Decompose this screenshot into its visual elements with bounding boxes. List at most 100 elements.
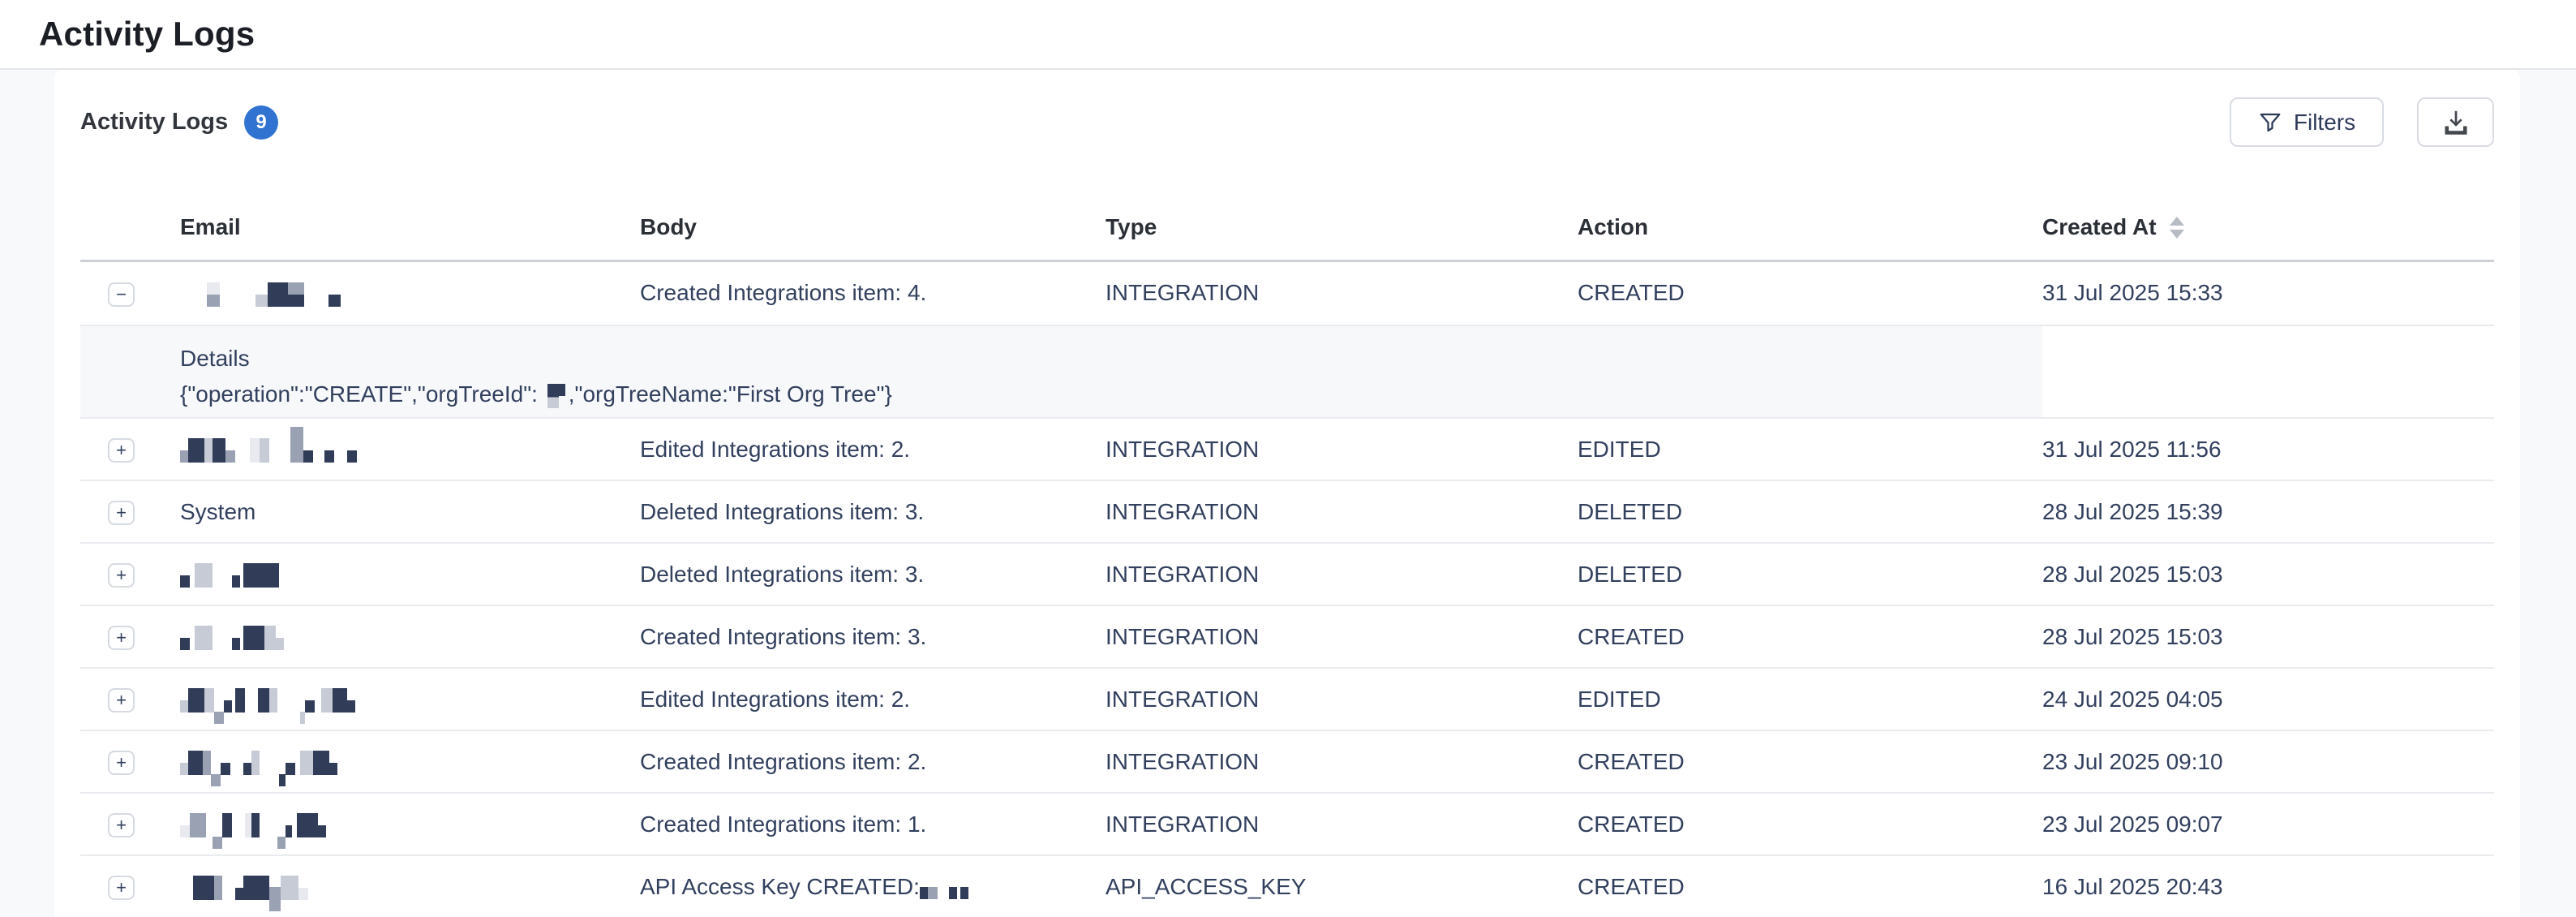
export-button[interactable] (2417, 97, 2494, 147)
table-row: + Deleted Integrations item: 3. INTEGRATIO… (80, 543, 2494, 606)
created-at-cell: 16 Jul 2025 20:43 (2042, 855, 2494, 917)
table-row: + API Access Key CREATED: API_ACCESS_KEY CR… (80, 855, 2494, 917)
redacted-text (180, 562, 279, 588)
count-badge: 9 (244, 105, 279, 140)
card-heading-group: Activity Logs 9 (80, 105, 279, 140)
body-text: API Access Key CREATED: (640, 873, 920, 899)
expand-cell: + (80, 668, 180, 731)
action-cell: CREATED (1578, 260, 2042, 326)
table-header: Email Body Type Action Created At (80, 196, 2494, 262)
redacted-text (180, 282, 341, 307)
table-header-row: Email Body Type Action Created At (80, 196, 2494, 262)
body-cell: Edited Integrations item: 2. (640, 418, 1106, 481)
email-cell: System (180, 480, 640, 544)
email-cell (180, 793, 640, 856)
action-cell: EDITED (1578, 418, 2042, 481)
column-header-created-at-label: Created At (2042, 214, 2157, 240)
table-body: − Created Integrations item: 4. INTEGRATIO… (80, 260, 2494, 917)
details-json: {"operation":"CREATE","orgTreeId": ,"org… (180, 377, 2042, 412)
details-json-prefix: {"operation":"CREATE","orgTreeId": (180, 381, 544, 407)
body-text: Created Integrations item: 4. (640, 280, 927, 306)
sort-descending-caret-icon (2169, 229, 2184, 239)
expand-row-button[interactable]: + (108, 813, 135, 837)
redacted-text (180, 625, 284, 650)
column-header-created-at[interactable]: Created At (2042, 196, 2494, 262)
details-spacer-cell (2042, 325, 2494, 419)
funnel-icon (2258, 110, 2282, 135)
card-heading: Activity Logs (80, 109, 229, 135)
created-at-cell: 23 Jul 2025 09:10 (2042, 730, 2494, 794)
email-text: System (180, 498, 256, 524)
column-header-type: Type (1106, 196, 1578, 262)
created-at-cell: 31 Jul 2025 15:33 (2042, 260, 2494, 326)
expand-row-button[interactable]: + (108, 563, 135, 588)
created-at-cell: 28 Jul 2025 15:03 (2042, 605, 2494, 669)
email-cell (180, 855, 640, 917)
details-label: Details (180, 346, 250, 371)
type-cell: INTEGRATION (1106, 793, 1578, 856)
created-at-cell: 23 Jul 2025 09:07 (2042, 793, 2494, 856)
expand-cell: + (80, 418, 180, 481)
activity-logs-card: Activity Logs 9 Filters (54, 70, 2520, 917)
sort-icon[interactable] (2169, 216, 2184, 239)
expand-row-button[interactable]: + (108, 438, 135, 463)
table-row: + Edited Integrations item: 2. INTEGRATION… (80, 668, 2494, 731)
email-cell (180, 605, 640, 669)
expand-row-button[interactable]: + (108, 876, 135, 900)
column-header-email: Email (180, 196, 640, 262)
body-cell: Created Integrations item: 2. (640, 730, 1106, 794)
table-row: + Created Integrations item: 3. INTEGRATIO… (80, 605, 2494, 669)
action-cell: CREATED (1578, 605, 2042, 669)
created-at-cell: 24 Jul 2025 04:05 (2042, 668, 2494, 731)
type-cell: INTEGRATION (1106, 605, 1578, 669)
created-at-cell: 28 Jul 2025 15:03 (2042, 543, 2494, 606)
page-header: Activity Logs (0, 0, 2576, 70)
email-cell (180, 543, 640, 606)
created-at-cell: 31 Jul 2025 11:56 (2042, 418, 2494, 481)
collapse-row-button[interactable]: − (108, 282, 135, 307)
body-cell: Deleted Integrations item: 3. (640, 480, 1106, 544)
type-cell: API_ACCESS_KEY (1106, 855, 1578, 917)
body-cell: Created Integrations item: 3. (640, 605, 1106, 669)
type-cell: INTEGRATION (1106, 418, 1578, 481)
action-cell: CREATED (1578, 855, 2042, 917)
expand-cell: + (80, 855, 180, 917)
email-cell (180, 730, 640, 794)
body-cell: Edited Integrations item: 2. (640, 668, 1106, 731)
page-title: Activity Logs (39, 15, 255, 53)
expand-cell: + (80, 480, 180, 544)
expand-row-button[interactable]: + (108, 501, 135, 525)
body-text: Deleted Integrations item: 3. (640, 498, 925, 524)
sort-ascending-caret-icon (2169, 216, 2184, 226)
filters-button[interactable]: Filters (2230, 97, 2384, 147)
toolbar: Filters (2230, 97, 2494, 147)
table-row: − Created Integrations item: 4. INTEGRATIO… (80, 260, 2494, 326)
redacted-text (547, 381, 565, 408)
expand-row-button[interactable]: + (108, 626, 135, 650)
body-text: Edited Integrations item: 2. (640, 686, 911, 712)
created-at-cell: 28 Jul 2025 15:39 (2042, 480, 2494, 544)
column-header-expand (80, 196, 180, 262)
expand-cell: + (80, 793, 180, 856)
action-cell: CREATED (1578, 730, 2042, 794)
expand-row-button[interactable]: + (108, 751, 135, 775)
table-row: + Created Integrations item: 2. INTEGRATIO… (80, 730, 2494, 794)
body-cell: Created Integrations item: 1. (640, 793, 1106, 856)
action-cell: CREATED (1578, 793, 2042, 856)
details-cell: Details {"operation":"CREATE","orgTreeId"… (80, 325, 2042, 419)
expand-row-button[interactable]: + (108, 688, 135, 713)
table-row: + Created Integrations item: 1. INTEGRATIO… (80, 793, 2494, 856)
details-row: Details {"operation":"CREATE","orgTreeId"… (80, 325, 2494, 419)
body-cell: Deleted Integrations item: 3. (640, 543, 1106, 606)
redacted-text (180, 426, 357, 463)
activity-logs-table: Email Body Type Action Created At − Creat… (80, 196, 2494, 917)
action-cell: EDITED (1578, 668, 2042, 731)
action-cell: DELETED (1578, 543, 2042, 606)
type-cell: INTEGRATION (1106, 730, 1578, 794)
body-text: Edited Integrations item: 2. (640, 436, 911, 462)
redacted-text (180, 812, 326, 849)
redacted-text (180, 687, 355, 724)
email-cell (180, 668, 640, 731)
body-text: Created Integrations item: 1. (640, 811, 927, 837)
